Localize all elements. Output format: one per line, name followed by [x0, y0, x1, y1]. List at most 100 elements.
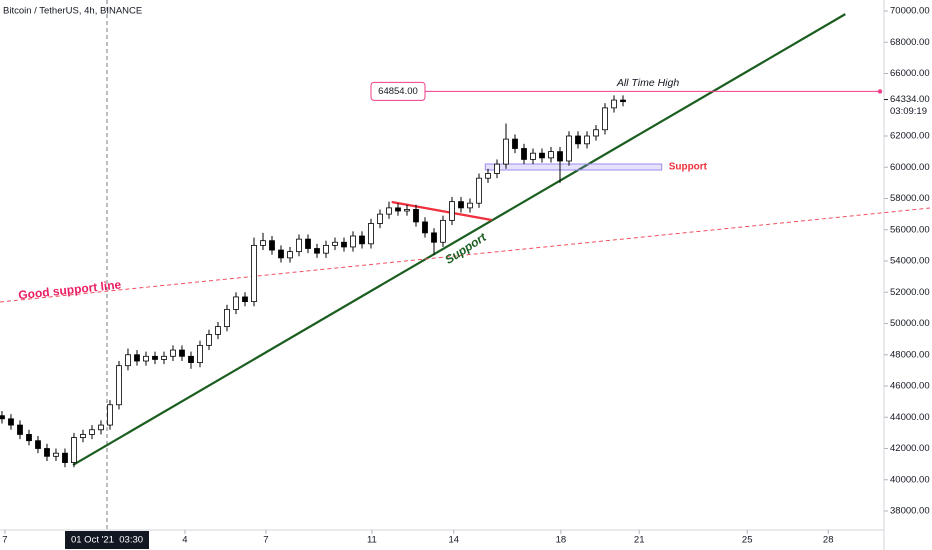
- y-tick-label: 62000.00: [890, 131, 930, 142]
- x-tick-label: 7: [2, 535, 7, 546]
- candle-body: [296, 238, 302, 253]
- candle-body: [314, 248, 320, 254]
- candle-body: [287, 251, 293, 259]
- candle-body: [53, 452, 59, 457]
- y-tick-label: 68000.00: [890, 37, 930, 48]
- candle-body: [35, 440, 41, 449]
- candle-body: [98, 424, 104, 431]
- candle-body: [269, 240, 275, 251]
- candle-body: [494, 163, 500, 174]
- candle-body: [107, 404, 113, 426]
- candle-body: [242, 296, 248, 303]
- candle-body: [89, 429, 95, 435]
- candle-body: [413, 209, 419, 223]
- candle-body: [386, 207, 392, 215]
- candle-body: [350, 235, 356, 248]
- candle-body: [377, 213, 383, 224]
- candle-body: [557, 151, 563, 162]
- y-tick-label: 48000.00: [890, 349, 930, 360]
- x-tick-label: 4: [182, 535, 187, 546]
- candle-body: [584, 135, 590, 145]
- y-tick-label: 46000.00: [890, 381, 930, 392]
- candle-body: [260, 240, 266, 246]
- y-tick-label: 42000.00: [890, 443, 930, 454]
- crosshair-label: 01 Oct '21 03:30: [71, 535, 143, 546]
- candle-body: [503, 138, 509, 165]
- candle-body: [8, 418, 14, 426]
- candle-body: [152, 355, 158, 360]
- x-tick-label: 21: [634, 535, 645, 546]
- support-zone: [484, 163, 663, 171]
- candle-body: [62, 452, 68, 463]
- ath-text: All Time High: [616, 77, 679, 89]
- candle-body: [80, 434, 86, 438]
- y-tick-label: 56000.00: [890, 224, 930, 235]
- candle-body: [458, 201, 464, 209]
- plot-area: [0, 0, 931, 530]
- candle-body: [116, 365, 122, 406]
- candle-body: [476, 177, 482, 204]
- candle-body: [17, 424, 23, 435]
- trend-line: [0, 207, 931, 303]
- candle-body: [278, 249, 284, 259]
- x-tick-label: 25: [742, 535, 753, 546]
- y-tick-label: 66000.00: [890, 68, 930, 79]
- candle-body: [611, 99, 617, 109]
- trend-line: [391, 200, 492, 222]
- candle-body: [620, 99, 626, 103]
- candle-body: [395, 207, 401, 212]
- candle-body: [44, 448, 50, 457]
- candle-body: [188, 355, 194, 363]
- candle-body: [26, 434, 32, 442]
- candle-body: [440, 219, 446, 243]
- candle-body: [179, 349, 185, 357]
- candle-body: [512, 138, 518, 149]
- y-tick-label: 52000.00: [890, 287, 930, 298]
- candle-body: [404, 209, 410, 212]
- chart-title: Bitcoin / TetherUS, 4h, BINANCE: [3, 6, 142, 17]
- candle-body: [521, 148, 527, 160]
- ath-label-box: [370, 81, 426, 101]
- candle-body: [368, 223, 374, 245]
- candle-body: [143, 355, 149, 362]
- candle-body: [341, 241, 347, 248]
- zone-label: Support: [669, 162, 708, 173]
- candle-body: [134, 354, 140, 362]
- candle-body: [215, 326, 221, 335]
- ath-marker: [877, 89, 883, 94]
- y-tick-label: 50000.00: [890, 318, 930, 329]
- x-tick-label: 28: [823, 535, 834, 546]
- candle-body: [71, 437, 77, 463]
- crosshair-label-bg: [65, 531, 150, 549]
- y-tick-label: 44000.00: [890, 412, 930, 423]
- candle-body: [323, 244, 329, 254]
- candle-body: [575, 135, 581, 145]
- candle-body: [530, 152, 536, 160]
- candle-body: [170, 349, 176, 357]
- y-tick-label: 70000.00: [890, 6, 930, 17]
- candle-body: [359, 235, 365, 245]
- x-tick-label: 7: [263, 535, 268, 546]
- y-tick-label: 58000.00: [890, 193, 930, 204]
- candle-body: [206, 334, 212, 346]
- candle-body: [251, 244, 257, 303]
- candle-body: [539, 152, 545, 159]
- candle-body: [0, 415, 5, 420]
- candle-body: [233, 296, 239, 310]
- y-tick-label: 54000.00: [890, 256, 930, 267]
- candle-body: [161, 355, 167, 360]
- candle-body: [224, 309, 230, 328]
- y-tick-label: 60000.00: [890, 162, 930, 173]
- candle-body: [593, 129, 599, 137]
- candle-body: [449, 201, 455, 221]
- candle-body: [467, 202, 473, 209]
- candle-body: [548, 151, 554, 159]
- ath-label: 64854.00: [378, 86, 418, 97]
- trend-line: [72, 13, 846, 466]
- candle-body: [485, 173, 491, 179]
- candle-body: [305, 238, 311, 249]
- candle-body: [431, 232, 437, 243]
- last-price-label: 64334.00: [890, 94, 930, 105]
